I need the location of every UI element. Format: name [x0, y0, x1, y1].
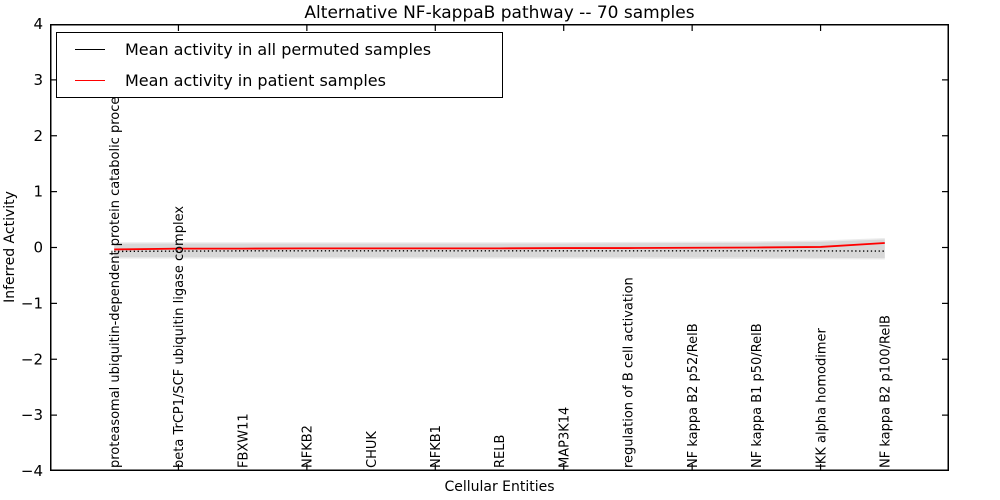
x-tick-label: NFKB2 [301, 425, 316, 468]
x-tick-label: MAP3K14 [557, 407, 572, 468]
series-line-patient [114, 242, 885, 251]
x-axis-title: Cellular Entities [444, 479, 555, 495]
x-tick-label: CHUK [365, 431, 380, 468]
y-tick-label: −4 [21, 462, 43, 480]
y-tick-label: 3 [33, 71, 43, 89]
legend-entry-patient: Mean activity in patient samples [57, 65, 502, 96]
legend-label: Mean activity in all permuted samples [125, 39, 432, 59]
x-tick-label: beta TrCP1/SCF ubiquitin ligase complex [172, 206, 187, 468]
y-tick-label: 2 [33, 127, 43, 145]
y-tick-label: 4 [33, 15, 43, 33]
legend-label: Mean activity in patient samples [125, 71, 386, 91]
x-tick-label: NFKB1 [429, 425, 444, 468]
y-tick-label: 1 [33, 183, 43, 201]
x-tick-label: NF kappa B2 p100/RelB [878, 315, 893, 468]
x-tick-label: RELB [493, 435, 508, 468]
x-tick-label: IKK alpha homodimer [814, 327, 829, 468]
x-tick-label: NF kappa B2 p52/RelB [686, 323, 701, 468]
chart-title: Alternative NF-kappaB pathway -- 70 samp… [304, 3, 695, 23]
legend-box: Mean activity in all permuted samples Me… [56, 32, 503, 98]
y-tick-label: 0 [33, 239, 43, 257]
x-tick-label: regulation of B cell activation [622, 277, 637, 468]
y-tick-label: −1 [21, 294, 43, 312]
x-tick-label: FBXW11 [236, 413, 251, 468]
x-tick-label: NF kappa B1 p50/RelB [750, 323, 765, 468]
y-tick-label: −2 [21, 350, 43, 368]
y-tick-label: −3 [21, 406, 43, 424]
legend-line-sample-black [75, 48, 105, 50]
x-tick-label: proteasomal ubiquitin-dependent protein … [108, 83, 123, 468]
legend-entry-permuted: Mean activity in all permuted samples [57, 34, 502, 65]
legend-line-sample-red [75, 80, 105, 82]
